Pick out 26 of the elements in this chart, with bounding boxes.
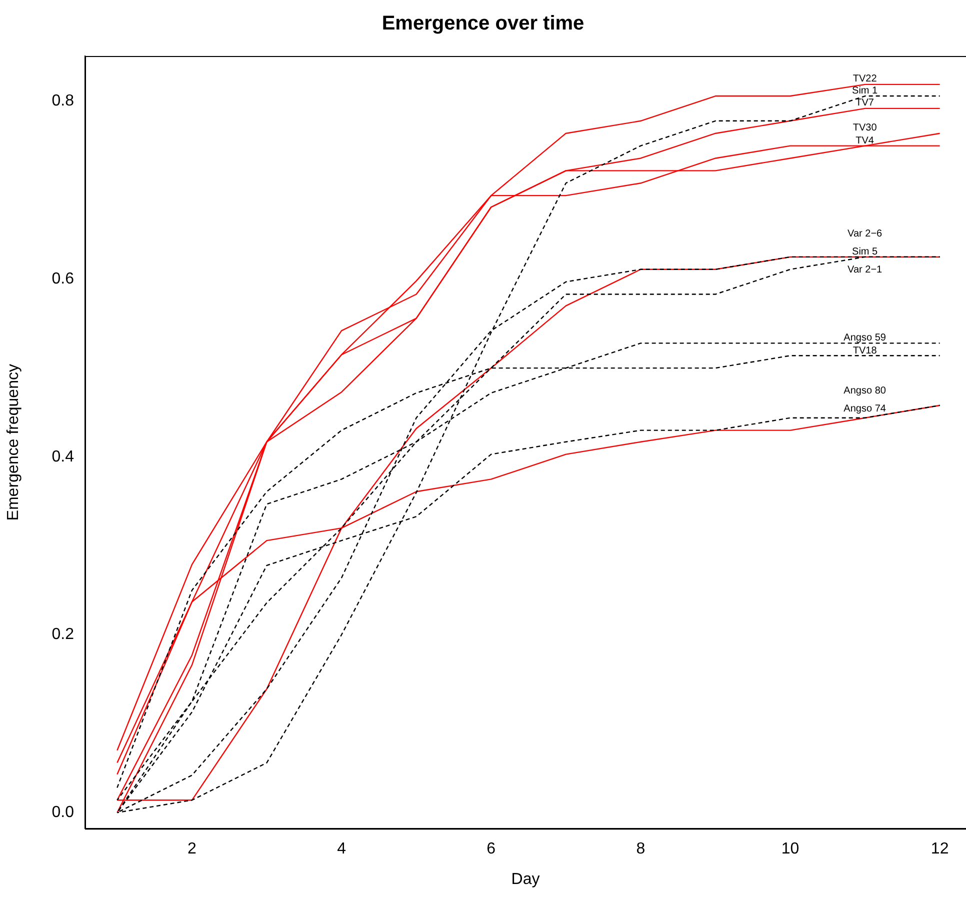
series-label: TV22	[852, 74, 877, 85]
y-tick-label: 0.6	[52, 270, 74, 288]
y-axis-title: Emergence frequency	[5, 364, 22, 521]
series-label: TV4	[856, 135, 874, 146]
series-label: TV18	[852, 345, 877, 356]
chart-title: Emergence over time	[382, 12, 584, 35]
y-tick-label: 0.2	[52, 626, 74, 644]
series-label: Var 2−6	[848, 228, 882, 240]
series-label: TV7	[856, 98, 874, 109]
series-label: Angso 59	[844, 332, 886, 344]
y-tick-label: 0.8	[52, 92, 74, 110]
x-tick-label: 10	[781, 840, 800, 858]
series-label: Angso 80	[844, 386, 886, 397]
x-axis-title: Day	[511, 870, 540, 888]
y-tick-label: 0.4	[52, 448, 74, 466]
x-tick-label: 6	[486, 840, 496, 858]
x-tick-label: 4	[337, 840, 346, 858]
y-tick-label: 0.0	[52, 804, 74, 822]
series-label: TV30	[852, 122, 877, 134]
x-tick-label: 2	[187, 840, 196, 858]
series-label: Sim 5	[852, 246, 878, 258]
x-tick-label: 12	[930, 840, 949, 858]
series-label: Angso 74	[844, 404, 886, 415]
series-label: Sim 1	[852, 86, 878, 96]
series-label: Var 2−1	[848, 264, 882, 276]
x-tick-label: 8	[636, 840, 646, 858]
